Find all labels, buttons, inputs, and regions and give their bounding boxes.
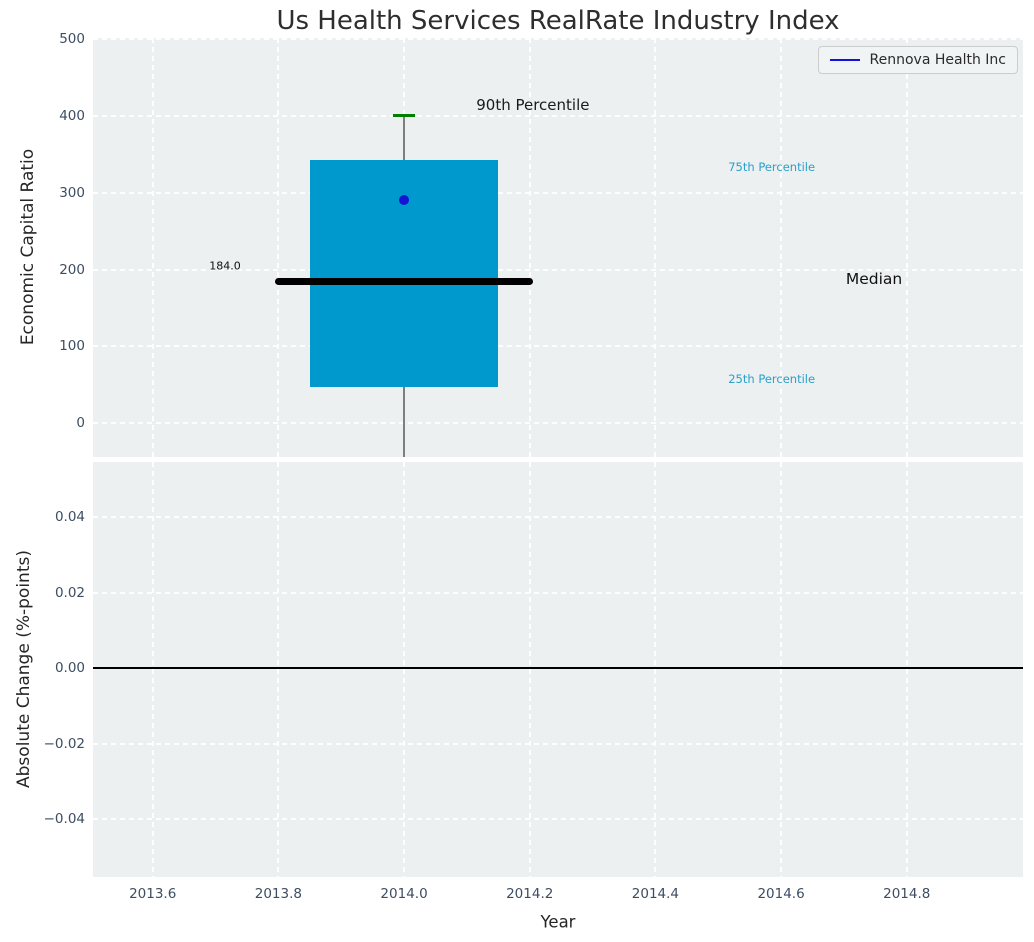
gridline-vertical xyxy=(780,462,783,877)
x-tick-label: 2014.8 xyxy=(883,886,931,902)
gridline-vertical xyxy=(151,38,154,457)
y-tick-label: 0.00 xyxy=(54,660,85,677)
gridline-horizontal xyxy=(93,591,1023,594)
gridline-vertical xyxy=(528,38,531,457)
gridline-horizontal xyxy=(93,516,1023,519)
gridline-horizontal xyxy=(93,818,1023,821)
p90-cap-line xyxy=(393,114,416,118)
median-label: Median xyxy=(845,269,903,288)
gridline-vertical xyxy=(528,462,531,877)
bottom-y-axis-label: Absolute Change (%-points) xyxy=(14,550,34,788)
y-tick-label: 100 xyxy=(59,338,85,355)
90th-percentile-label: 90th Percentile xyxy=(476,96,590,115)
chart-title: Us Health Services RealRate Industry Ind… xyxy=(276,6,840,36)
gridline-horizontal xyxy=(93,742,1023,745)
zero-line xyxy=(93,667,1023,670)
x-tick-label: 2013.8 xyxy=(254,886,302,902)
top-y-axis-label: Economic Capital Ratio xyxy=(18,148,38,346)
gridline-horizontal xyxy=(93,422,1023,425)
gridline-vertical xyxy=(403,462,406,877)
y-tick-label: 200 xyxy=(59,261,85,278)
y-tick-label: −0.04 xyxy=(43,811,85,828)
bottom-axes xyxy=(93,462,1023,877)
y-tick-label: 0 xyxy=(76,415,85,432)
median-line xyxy=(275,278,533,286)
x-tick-label: 2014.0 xyxy=(380,886,428,902)
gridline-vertical xyxy=(277,462,280,877)
gridline-vertical xyxy=(277,38,280,457)
gridline-vertical xyxy=(654,38,657,457)
gridline-vertical xyxy=(151,462,154,877)
gridline-horizontal xyxy=(93,191,1023,194)
legend-line-swatch xyxy=(829,59,860,61)
box-rect xyxy=(309,159,499,388)
x-tick-label: 2013.6 xyxy=(129,886,177,902)
top-axes: 90th Percentile 75th Percentile Median 25th… xyxy=(93,38,1023,457)
y-tick-label: 0.04 xyxy=(54,509,85,526)
y-tick-label: 300 xyxy=(59,184,85,201)
gridline-vertical xyxy=(780,38,783,457)
x-axis-label: Year xyxy=(540,912,576,932)
75th-percentile-label: 75th Percentile xyxy=(728,159,816,174)
y-tick-label: 0.02 xyxy=(54,584,85,601)
gridline-horizontal xyxy=(93,114,1023,117)
legend: Rennova Health Inc xyxy=(817,46,1018,74)
series-marker xyxy=(399,195,410,206)
gridline-vertical xyxy=(654,462,657,877)
gridline-horizontal xyxy=(93,345,1023,348)
y-tick-label: 500 xyxy=(59,31,85,48)
y-tick-label: 400 xyxy=(59,107,85,124)
25th-percentile-label: 25th Percentile xyxy=(728,371,816,386)
gridline-vertical xyxy=(905,38,908,457)
gridline-horizontal xyxy=(93,38,1023,41)
legend-label: Rennova Health Inc xyxy=(869,52,1006,68)
x-tick-label: 2014.4 xyxy=(631,886,680,902)
x-tick-label: 2014.6 xyxy=(757,886,805,902)
gridline-horizontal xyxy=(93,268,1023,271)
x-tick-label: 2014.2 xyxy=(506,886,554,902)
median-value-label: 184.0 xyxy=(209,259,241,273)
gridline-vertical xyxy=(905,462,908,877)
y-tick-label: −0.02 xyxy=(43,735,85,752)
